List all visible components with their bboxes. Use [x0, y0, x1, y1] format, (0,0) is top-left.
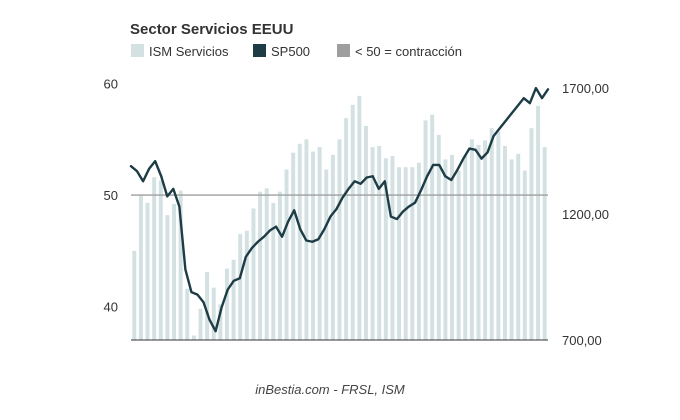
ism-bar	[324, 169, 329, 340]
ism-bar	[224, 268, 229, 340]
ism-bar	[350, 104, 355, 340]
y-right-tick-label: 1200,00	[562, 207, 609, 222]
ism-bar	[258, 191, 263, 340]
ism-bar	[138, 195, 143, 340]
ism-bar	[185, 288, 190, 340]
ism-bar	[205, 271, 210, 340]
ism-bar	[536, 105, 541, 341]
ism-bar	[357, 95, 362, 340]
ism-bar	[542, 147, 547, 340]
ism-bar	[383, 158, 388, 340]
ism-bar	[469, 139, 474, 340]
ism-bar	[483, 140, 488, 340]
ism-bar	[476, 144, 481, 340]
ism-bar	[489, 128, 494, 340]
sp500-line	[129, 86, 550, 333]
ism-bar	[271, 202, 276, 340]
ism-bar	[165, 215, 170, 340]
ism-bar	[284, 169, 289, 340]
axes: 60 50 40 1700,00 1200,00 700,00	[104, 77, 609, 348]
ism-bar	[410, 167, 415, 340]
legend-swatch-ism	[131, 44, 144, 57]
ism-bar	[264, 188, 269, 340]
ism-bar	[456, 170, 461, 340]
y-left-tick-label: 60	[104, 77, 118, 92]
ism-bar	[423, 120, 428, 341]
ism-bar	[198, 308, 203, 340]
y-left-tick-label: 40	[104, 300, 118, 315]
y-right-tick-label: 1700,00	[562, 81, 609, 96]
ism-bars	[132, 95, 547, 341]
ism-bar	[370, 147, 375, 340]
ism-bar	[509, 159, 514, 340]
y-right-tick-label: 700,00	[562, 333, 602, 348]
chart-title: Sector Servicios EEUU	[130, 21, 293, 38]
ism-bar	[516, 153, 521, 340]
ism-bar	[172, 203, 177, 340]
ism-bar	[390, 156, 395, 340]
ism-bar	[311, 151, 316, 340]
ism-bar	[416, 162, 421, 340]
ism-bar	[330, 154, 335, 340]
ism-bar	[231, 259, 236, 340]
ism-bar	[132, 250, 137, 340]
ism-bar	[363, 125, 368, 340]
ism-bar	[443, 159, 448, 340]
ism-bar	[397, 167, 402, 340]
ism-bar	[158, 180, 163, 340]
ism-bar	[436, 134, 441, 340]
legend-swatch-contraction	[337, 44, 350, 57]
ism-bar	[297, 143, 302, 340]
legend: ISM Servicios SP500 < 50 = contracción	[131, 44, 462, 59]
ism-bar	[291, 152, 296, 340]
ism-bar	[522, 170, 527, 340]
ism-bar	[251, 208, 256, 340]
sp500-line-group	[129, 86, 550, 333]
ism-bar	[152, 177, 157, 340]
ism-bar	[218, 304, 223, 340]
ism-bar	[337, 139, 342, 340]
ism-bar	[191, 335, 196, 340]
ism-bar	[430, 114, 435, 340]
ism-bar	[178, 190, 183, 340]
ism-bar	[377, 146, 382, 340]
ism-bar	[238, 234, 243, 340]
ism-bar	[403, 167, 408, 340]
chart-source: inBestia.com - FRSL, ISM	[255, 382, 405, 397]
legend-label-ism: ISM Servicios	[149, 44, 229, 59]
ism-bar	[502, 146, 507, 340]
ism-bar	[496, 131, 501, 340]
legend-label-contraction: < 50 = contracción	[355, 44, 462, 59]
ism-bar	[211, 287, 216, 340]
ism-bar	[244, 230, 249, 340]
ism-bar	[450, 154, 455, 340]
ism-bar	[145, 202, 150, 340]
legend-swatch-sp500	[253, 44, 266, 57]
ism-bar	[277, 191, 282, 340]
ism-bar	[317, 147, 322, 340]
ism-bar	[529, 128, 534, 340]
legend-label-sp500: SP500	[271, 44, 310, 59]
ism-bar	[463, 154, 468, 340]
y-left-tick-label: 50	[104, 188, 118, 203]
ism-bar	[344, 118, 349, 340]
